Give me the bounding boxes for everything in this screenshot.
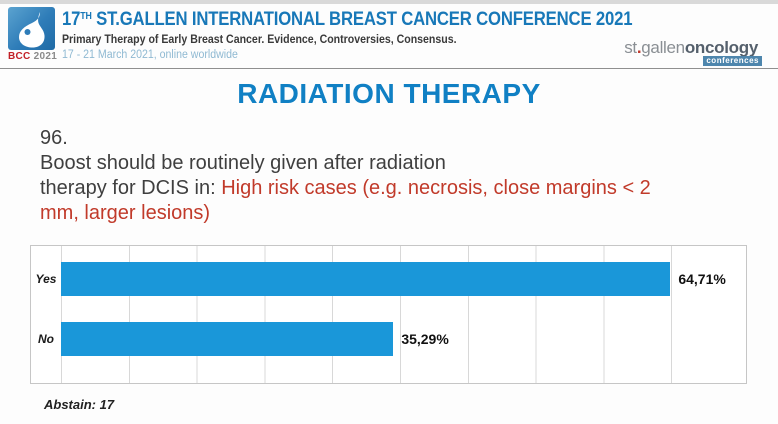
chart-row-yes: Yes 64,71% (31, 262, 746, 296)
question-line: therapy for DCIS in: High risk cases (e.… (40, 176, 752, 201)
question-highlight-text: mm, larger lesions) (40, 202, 211, 224)
bar-track: 64,71% (61, 262, 739, 296)
header-text: 17TH ST.GALLEN INTERNATIONAL BREAST CANC… (62, 6, 710, 61)
question-highlight-text: High risk cases (e.g. necrosis, close ma… (221, 177, 651, 199)
conference-title-ordinal: TH (80, 11, 92, 22)
stgallen-oncology-logo: st.gallenoncology conferences (624, 38, 762, 66)
conference-title-number: 17 (62, 9, 81, 30)
bar-label-yes: Yes (35, 272, 57, 286)
bar-track: 35,29% (61, 322, 739, 356)
page-title: RADIATION THERAPY (237, 78, 541, 109)
bar-value-no: 35,29% (401, 331, 449, 347)
header: BCC 2021 17TH ST.GALLEN INTERNATIONAL BR… (0, 4, 778, 66)
abstain-note: Abstain: 17 (44, 397, 115, 412)
brand-red-dot: . (636, 38, 642, 57)
conference-subtitle: Primary Therapy of Early Breast Cancer. … (62, 34, 457, 46)
chart-row-no: No 35,29% (31, 322, 746, 356)
bar-value-yes: 64,71% (678, 271, 726, 287)
question-text: Boost should be routinely given after ra… (40, 152, 446, 174)
brand-st: st (624, 38, 637, 57)
brand-conferences-tag: conferences (703, 56, 762, 66)
brand-oncology: oncology (684, 38, 758, 57)
question-line: Boost should be routinely given after ra… (40, 151, 752, 176)
bcc-drop-icon (8, 7, 55, 50)
top-strip (0, 0, 778, 4)
question-line: mm, larger lesions) (40, 201, 752, 226)
bcc-logo-caption: BCC 2021 (8, 51, 58, 62)
conference-title: 17TH ST.GALLEN INTERNATIONAL BREAST CANC… (62, 6, 633, 31)
conference-date: 17 - 21 March 2021, online worldwide (62, 49, 238, 61)
bar-no (61, 322, 394, 356)
bar-label-no: No (38, 332, 54, 346)
question-block: 96. Boost should be routinely given afte… (40, 126, 752, 226)
header-divider (0, 68, 778, 69)
brand-gallen: gallen (641, 38, 685, 57)
bar-yes (61, 262, 671, 296)
question-text: therapy for DCIS in: (40, 177, 222, 199)
bcc-logo: BCC 2021 (8, 7, 58, 62)
bcc-logo-year: 2021 (33, 51, 58, 62)
poll-results-chart: Yes 64,71% No 35,29% (30, 245, 747, 384)
bcc-logo-text: BCC (8, 51, 31, 62)
conference-title-rest: ST.GALLEN INTERNATIONAL BREAST CANCER CO… (91, 9, 633, 30)
question-number: 96. (40, 127, 68, 149)
